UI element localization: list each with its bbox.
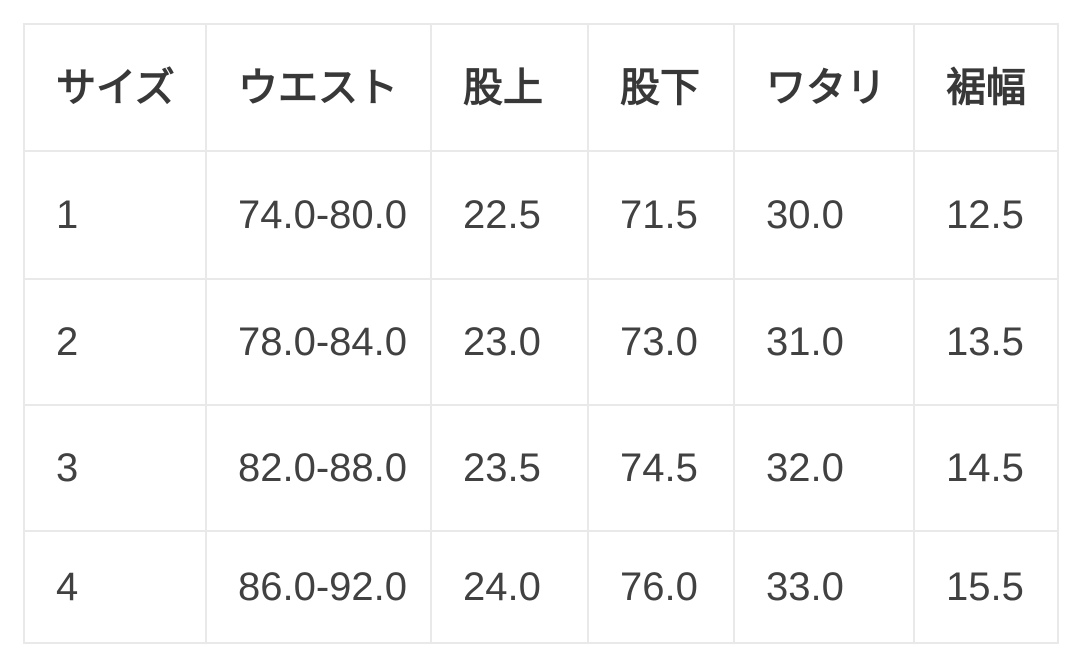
table-cell-size: 3 (23, 404, 207, 532)
table-cell-rise: 23.5 (430, 404, 589, 532)
table-cell-size: 2 (23, 278, 207, 406)
table-cell-waist: 78.0-84.0 (205, 278, 432, 406)
table-row-4: 4 86.0-92.0 24.0 76.0 33.0 15.5 (23, 530, 1059, 644)
table-cell-thigh: 30.0 (733, 150, 915, 280)
table-cell-inseam: 74.5 (587, 404, 735, 532)
size-chart-table: サイズ ウエスト 股上 股下 ワタリ 裾幅 1 74.0-80.0 22.5 71.5 30.0 1… (23, 23, 1059, 644)
table-cell-hem: 15.5 (913, 530, 1059, 644)
header-cell-waist: ウエスト (205, 23, 432, 152)
table-row-2: 2 78.0-84.0 23.0 73.0 31.0 13.5 (23, 278, 1059, 406)
table-cell-size: 4 (23, 530, 207, 644)
table-cell-hem: 13.5 (913, 278, 1059, 406)
table-cell-thigh: 32.0 (733, 404, 915, 532)
table-cell-hem: 14.5 (913, 404, 1059, 532)
table-cell-thigh: 31.0 (733, 278, 915, 406)
table-row-3: 3 82.0-88.0 23.5 74.5 32.0 14.5 (23, 404, 1059, 532)
header-cell-size: サイズ (23, 23, 207, 152)
table-cell-rise: 24.0 (430, 530, 589, 644)
table-cell-inseam: 71.5 (587, 150, 735, 280)
table-cell-size: 1 (23, 150, 207, 280)
header-cell-thigh: ワタリ (733, 23, 915, 152)
table-cell-rise: 22.5 (430, 150, 589, 280)
table-cell-thigh: 33.0 (733, 530, 915, 644)
table-cell-rise: 23.0 (430, 278, 589, 406)
table-cell-hem: 12.5 (913, 150, 1059, 280)
table-cell-inseam: 73.0 (587, 278, 735, 406)
table-cell-waist: 86.0-92.0 (205, 530, 432, 644)
table-cell-waist: 82.0-88.0 (205, 404, 432, 532)
header-row: サイズ ウエスト 股上 股下 ワタリ 裾幅 (23, 23, 1059, 152)
table-cell-inseam: 76.0 (587, 530, 735, 644)
header-cell-rise: 股上 (430, 23, 589, 152)
table-row-1: 1 74.0-80.0 22.5 71.5 30.0 12.5 (23, 150, 1059, 280)
header-cell-hem: 裾幅 (913, 23, 1059, 152)
table-cell-waist: 74.0-80.0 (205, 150, 432, 280)
header-cell-inseam: 股下 (587, 23, 735, 152)
